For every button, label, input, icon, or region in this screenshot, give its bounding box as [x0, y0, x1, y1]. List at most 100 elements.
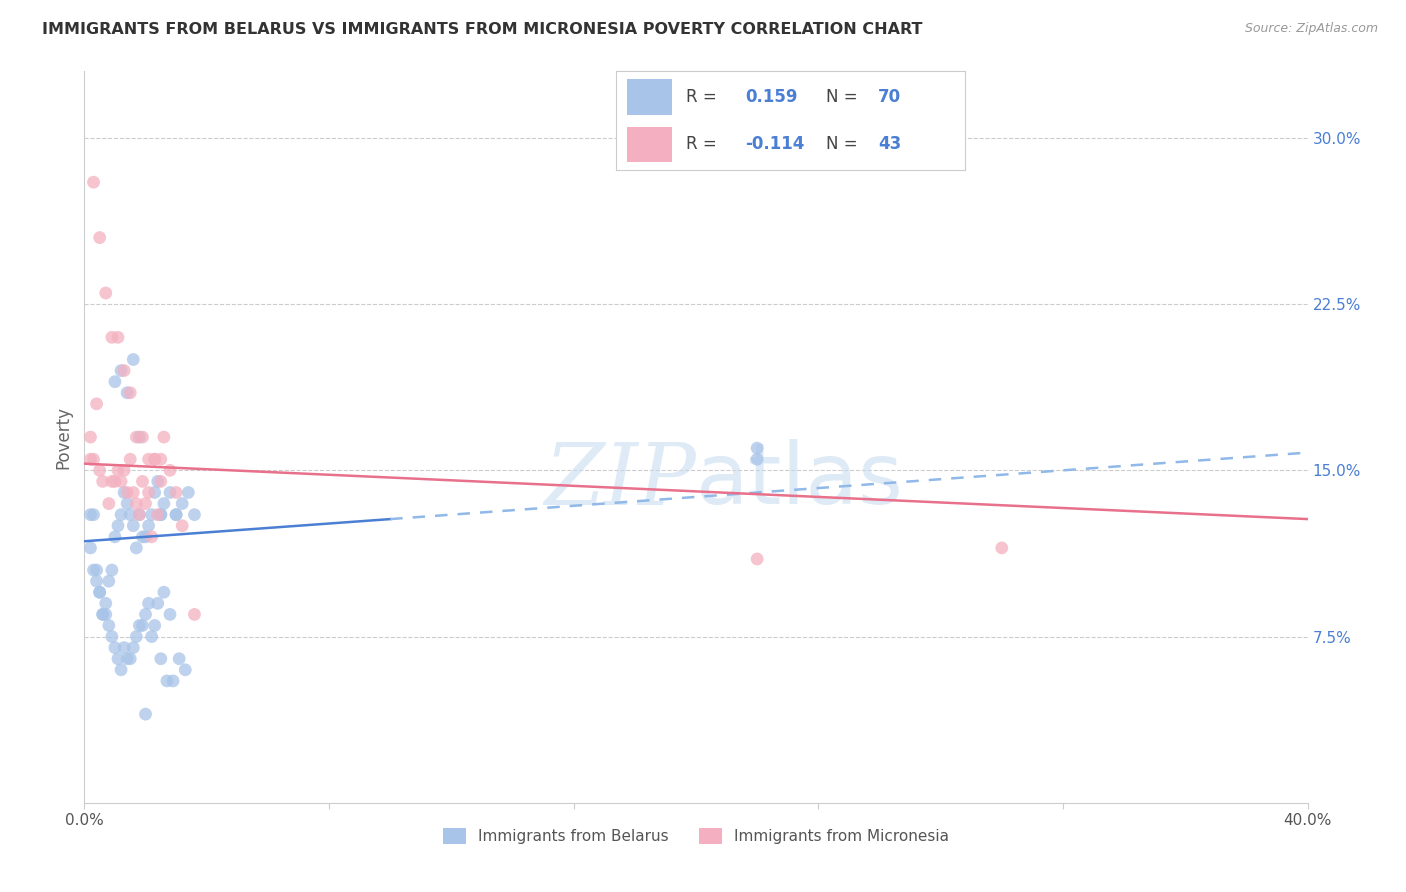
- Point: [183, 607, 205, 622]
- Point: [94, 596, 117, 610]
- Point: [149, 508, 172, 522]
- Point: [115, 385, 138, 400]
- Point: [125, 430, 148, 444]
- Point: [143, 485, 166, 500]
- Text: IMMIGRANTS FROM BELARUS VS IMMIGRANTS FROM MICRONESIA POVERTY CORRELATION CHART: IMMIGRANTS FROM BELARUS VS IMMIGRANTS FR…: [42, 22, 922, 37]
- Point: [167, 651, 190, 665]
- Point: [83, 563, 105, 577]
- Point: [94, 285, 117, 300]
- Point: [101, 630, 124, 644]
- Point: [153, 585, 176, 599]
- Point: [153, 497, 176, 511]
- Point: [165, 508, 187, 522]
- Point: [86, 397, 108, 411]
- Point: [122, 485, 145, 500]
- Point: [177, 485, 200, 500]
- Point: [153, 430, 176, 444]
- Point: [159, 463, 181, 477]
- Point: [128, 430, 150, 444]
- Point: [115, 651, 138, 665]
- Point: [79, 508, 101, 522]
- Point: [149, 452, 172, 467]
- Point: [131, 430, 153, 444]
- Point: [97, 618, 120, 632]
- Point: [110, 363, 132, 377]
- Point: [162, 673, 184, 688]
- Point: [120, 651, 142, 665]
- Point: [112, 363, 135, 377]
- Point: [101, 475, 124, 489]
- Point: [138, 596, 160, 610]
- Point: [135, 497, 157, 511]
- Y-axis label: Poverty: Poverty: [55, 406, 73, 468]
- Point: [125, 497, 148, 511]
- Point: [107, 651, 129, 665]
- Point: [104, 375, 127, 389]
- Point: [110, 475, 132, 489]
- Point: [172, 497, 194, 511]
- Point: [143, 618, 166, 632]
- Point: [83, 175, 105, 189]
- Point: [149, 508, 172, 522]
- Point: [104, 640, 127, 655]
- Point: [83, 452, 105, 467]
- Point: [172, 518, 194, 533]
- Point: [91, 475, 114, 489]
- Point: [183, 508, 205, 522]
- Text: atlas: atlas: [696, 440, 904, 523]
- Point: [101, 563, 124, 577]
- Point: [143, 452, 166, 467]
- Point: [86, 563, 108, 577]
- Point: [138, 518, 160, 533]
- Point: [131, 530, 153, 544]
- Point: [97, 574, 120, 589]
- Point: [165, 508, 187, 522]
- Point: [146, 596, 169, 610]
- Point: [83, 508, 105, 522]
- Point: [79, 541, 101, 555]
- Point: [159, 607, 181, 622]
- Point: [110, 508, 132, 522]
- Point: [110, 663, 132, 677]
- Point: [128, 618, 150, 632]
- Point: [122, 352, 145, 367]
- Point: [125, 630, 148, 644]
- Point: [141, 630, 163, 644]
- Point: [89, 463, 111, 477]
- Point: [107, 463, 129, 477]
- Point: [141, 508, 163, 522]
- Point: [131, 475, 153, 489]
- Point: [91, 607, 114, 622]
- Point: [138, 485, 160, 500]
- Point: [135, 707, 157, 722]
- Point: [107, 518, 129, 533]
- Point: [131, 618, 153, 632]
- Point: [146, 475, 169, 489]
- Point: [91, 607, 114, 622]
- Point: [89, 585, 111, 599]
- Point: [104, 475, 127, 489]
- Point: [97, 497, 120, 511]
- Point: [165, 485, 187, 500]
- Point: [79, 430, 101, 444]
- Point: [146, 508, 169, 522]
- Point: [174, 663, 197, 677]
- Text: Source: ZipAtlas.com: Source: ZipAtlas.com: [1244, 22, 1378, 36]
- Point: [79, 452, 101, 467]
- Point: [128, 508, 150, 522]
- Point: [101, 330, 124, 344]
- Point: [112, 485, 135, 500]
- Point: [120, 508, 142, 522]
- Point: [149, 475, 172, 489]
- Point: [104, 530, 127, 544]
- Point: [122, 640, 145, 655]
- Point: [141, 530, 163, 544]
- Point: [138, 452, 160, 467]
- Point: [747, 441, 769, 455]
- Point: [125, 541, 148, 555]
- Point: [156, 673, 179, 688]
- Point: [149, 651, 172, 665]
- Point: [86, 574, 108, 589]
- Point: [159, 485, 181, 500]
- Point: [122, 518, 145, 533]
